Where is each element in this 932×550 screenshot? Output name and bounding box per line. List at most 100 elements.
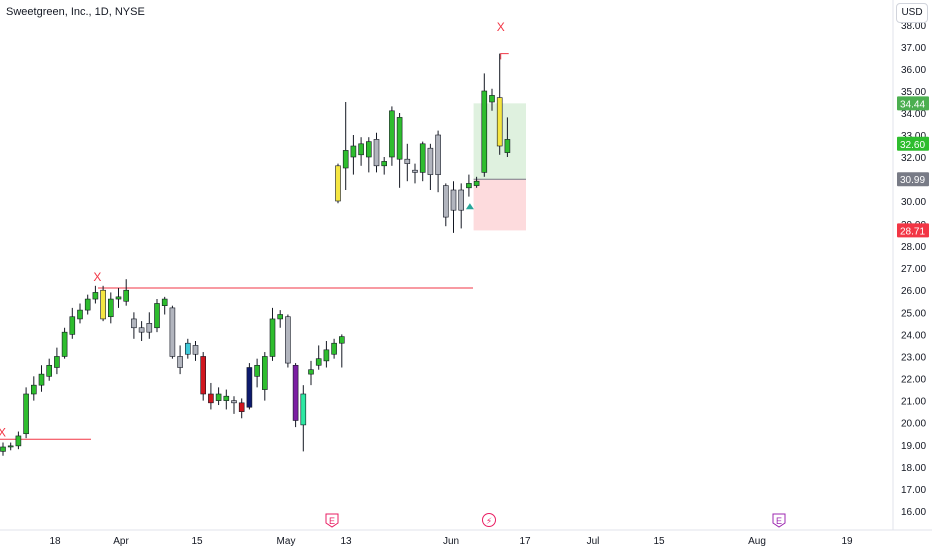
candle [169,305,176,359]
event-icon-label: E [776,516,782,526]
candle-body [169,307,176,357]
candle-body [146,323,153,333]
candle [458,183,465,229]
candle [300,385,307,452]
dividend-icon-ring [482,513,496,527]
candle [223,389,230,410]
candle [504,117,511,157]
candle-body [315,358,322,366]
candle-body [154,303,160,329]
candle-body [38,373,45,386]
candle-body [77,309,83,320]
candle [138,321,145,342]
candle-body [269,318,276,357]
price-tick-label: 34.00 [901,109,926,120]
price-tag-text: 30.99 [900,175,925,186]
price-axis[interactable]: 16.00 17.00 18.00 19.00 20.00 21.00 22.00 23.00… [901,21,926,518]
price-tick-label: 33.00 [901,131,926,142]
time-tick-label: 19 [841,536,853,547]
candle-body [412,169,418,173]
candle [84,294,91,315]
candle-body [100,289,106,320]
candle-body [389,110,395,158]
time-tick-label: May [277,536,296,547]
price-tick-label: 21.00 [901,397,926,408]
horizontal-levels [0,53,509,440]
candle [442,183,449,227]
price-tag-text: 28.71 [900,226,925,237]
candle-body [450,189,457,211]
candle [308,360,314,386]
candle-body [292,364,299,421]
currency-button[interactable]: USD [896,3,928,23]
price-tag-bg [897,96,929,111]
candle [208,382,214,410]
candle [30,376,37,401]
candle [15,431,22,450]
dividend-icon: ⚡ [482,513,496,527]
time-tick-label: 15 [191,536,203,547]
candle-body [496,97,503,147]
candle-body [254,364,260,377]
candle [146,312,153,339]
candle-body [200,356,206,395]
candle [269,307,276,361]
price-tick-label: 19.00 [901,441,926,452]
price-tag-text: 32.60 [900,140,925,151]
candle [412,163,418,184]
candle [427,143,434,190]
candle [335,163,341,204]
candle [100,285,106,322]
candle-body [246,367,253,408]
candle-body [15,435,22,447]
time-tick-label: Apr [113,536,129,547]
time-axis[interactable]: 18 Apr 15 May 13 Jun 17 Jul 15 Aug 19 [49,536,853,547]
candle-body [396,117,403,160]
time-tick-label: 15 [653,536,665,547]
price-tag-bg [897,223,929,238]
candle [389,106,395,166]
candle-body [131,318,137,329]
candle [342,102,349,190]
price-tick-label: 20.00 [901,419,926,430]
candle-body [161,298,168,306]
price-tag-bg [897,136,929,151]
event-icons: E ⚡ E [325,513,786,528]
candle [0,442,6,456]
candle-body [419,143,426,173]
candle-body [404,158,411,164]
candle [261,352,268,401]
candle-body [373,139,380,167]
candle [285,314,291,368]
candle [161,296,168,315]
candle [38,365,45,392]
candle [338,334,345,368]
candle [54,347,60,375]
candle [108,292,114,324]
candle-body [323,349,330,362]
candle-body [473,180,480,186]
x-marker: X [93,270,101,284]
candle [277,310,284,328]
candle [238,398,245,419]
candle-body [7,445,14,448]
time-tick-label: 18 [49,536,61,547]
candle [496,53,503,155]
candle-body [238,402,245,412]
time-tick-label: 13 [340,536,352,547]
candle-body [335,165,341,202]
candle-body [192,345,199,355]
candle-body [138,327,145,333]
candle-body [358,143,364,156]
price-tick-label: 37.00 [901,43,926,54]
price-tick-label: 24.00 [901,330,926,341]
candle [315,345,322,370]
price-tick-label: 30.00 [901,197,926,208]
candle [481,73,488,177]
candle-body [84,298,91,311]
candle [373,132,380,173]
candle-body [427,147,434,175]
price-tick-label: 28.00 [901,242,926,253]
candle-body [223,395,230,401]
